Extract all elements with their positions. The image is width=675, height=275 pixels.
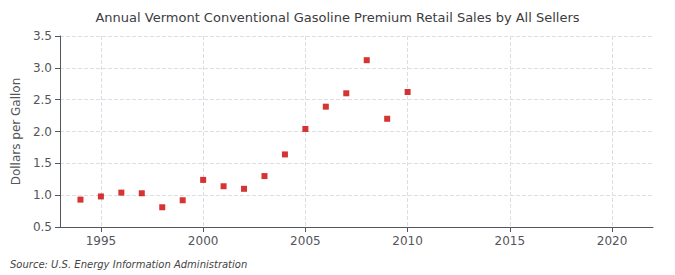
svg-text:Annual Vermont Conventional Ga: Annual Vermont Conventional Gasoline Pre… (95, 10, 579, 25)
svg-text:0.5: 0.5 (33, 220, 52, 234)
svg-text:1.0: 1.0 (33, 188, 52, 202)
svg-text:1.5: 1.5 (33, 156, 52, 170)
svg-text:2005: 2005 (290, 234, 321, 248)
svg-text:2015: 2015 (495, 234, 526, 248)
svg-text:1995: 1995 (86, 234, 117, 248)
svg-text:2010: 2010 (392, 234, 423, 248)
svg-text:Dollars per Gallon: Dollars per Gallon (9, 78, 23, 186)
svg-text:3.5: 3.5 (33, 29, 52, 43)
svg-text:Source: U.S. Energy Informatio: Source: U.S. Energy Information Administ… (10, 259, 247, 270)
svg-text:2.0: 2.0 (33, 125, 52, 139)
svg-text:2020: 2020 (597, 234, 628, 248)
svg-text:2.5: 2.5 (33, 93, 52, 107)
svg-text:2000: 2000 (188, 234, 219, 248)
svg-text:3.0: 3.0 (33, 61, 52, 75)
